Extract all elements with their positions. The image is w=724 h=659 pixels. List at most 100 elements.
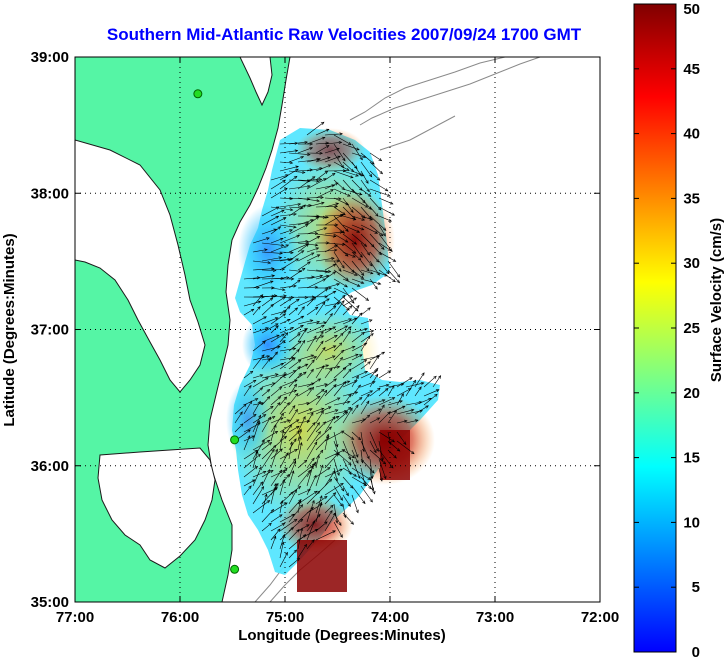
velocity-vector-head	[348, 326, 352, 330]
velocity-vector	[297, 197, 320, 202]
velocity-vector	[324, 263, 336, 271]
velocity-vector-head	[265, 377, 269, 381]
velocity-vector-head	[383, 475, 387, 480]
velocity-vector-head	[348, 305, 353, 309]
velocity-vector-head	[360, 280, 365, 284]
velocity-vector	[315, 496, 328, 505]
velocity-vector-head	[363, 243, 368, 247]
velocity-vector-head	[295, 419, 300, 423]
velocity-vector-head	[266, 500, 271, 504]
velocity-vector	[315, 406, 332, 415]
velocity-vector-head	[304, 224, 309, 228]
velocity-vector-head	[366, 268, 370, 272]
velocity-vector	[306, 422, 320, 442]
velocity-vector	[324, 283, 340, 289]
velocity-vector-head	[366, 414, 371, 418]
velocity-vector-head	[293, 225, 297, 229]
velocity-vector-head	[339, 534, 343, 538]
velocity-vector-head	[370, 333, 374, 337]
velocity-vector-head	[354, 380, 358, 384]
velocity-vector-head	[313, 356, 318, 360]
velocity-vector	[306, 179, 322, 181]
colorbar-scale	[633, 3, 677, 653]
velocity-vector	[369, 179, 389, 192]
chart-title: Southern Mid-Atlantic Raw Velocities 200…	[107, 25, 582, 44]
velocity-vector-head	[369, 173, 373, 178]
velocity-vector	[279, 396, 287, 406]
velocity-vector	[234, 403, 247, 415]
velocity-vector-head	[257, 422, 261, 426]
velocity-vector	[351, 458, 361, 479]
velocity-vector	[315, 215, 329, 218]
velocity-vector	[279, 452, 289, 469]
velocity-vector	[351, 485, 366, 504]
velocity-vector	[279, 357, 296, 370]
velocity-vector-head	[248, 384, 252, 389]
velocity-vector-head	[357, 436, 362, 441]
velocity-vector-head	[310, 219, 314, 223]
velocity-vector	[297, 524, 310, 532]
velocity-vector	[306, 465, 314, 487]
velocity-vector	[333, 269, 349, 281]
velocity-vector-head	[375, 367, 379, 372]
velocity-vector	[315, 164, 331, 172]
velocity-vector-head	[306, 419, 311, 423]
velocity-vector-head	[379, 232, 384, 237]
velocity-vector-head	[355, 509, 359, 514]
velocity-vector	[333, 342, 343, 352]
velocity-vector	[351, 305, 360, 316]
velocity-vector-head	[317, 395, 321, 400]
velocity-vector	[369, 197, 382, 211]
velocity-vector	[261, 228, 277, 235]
velocity-vector	[315, 233, 336, 237]
velocity-vector-head	[320, 195, 324, 200]
velocity-vector	[279, 527, 294, 541]
velocity-vector-head	[296, 298, 300, 302]
velocity-vector-head	[320, 449, 324, 454]
velocity-vector	[261, 442, 272, 451]
velocity-vector-head	[352, 254, 356, 258]
velocity-vector-head	[284, 551, 288, 556]
velocity-vector	[243, 466, 258, 478]
velocity-vector-head	[271, 286, 275, 290]
velocity-vector-head	[243, 403, 247, 408]
velocity-vector	[324, 197, 342, 200]
velocity-vector	[279, 419, 290, 424]
velocity-vector	[369, 161, 383, 175]
velocity-vector	[297, 459, 308, 469]
velocity-vector-head	[254, 398, 259, 402]
velocity-vector	[288, 470, 294, 487]
velocity-vector-head	[334, 335, 338, 338]
velocity-vector-head	[295, 392, 299, 397]
velocity-vector	[360, 319, 373, 325]
velocity-vector	[333, 411, 348, 424]
colorbar-tick-label: 15	[683, 450, 700, 467]
velocity-vector-head	[311, 457, 315, 462]
velocity-vector-head	[315, 247, 320, 251]
velocity-vector	[306, 297, 316, 307]
radar-stations	[193, 89, 240, 574]
velocity-vector	[297, 320, 313, 325]
velocity-vector-head	[327, 269, 332, 273]
velocity-vector-head	[266, 395, 271, 400]
velocity-vector	[369, 224, 384, 237]
velocity-vector-head	[258, 414, 261, 419]
velocity-vector	[297, 436, 301, 451]
velocity-vector-head	[411, 450, 415, 455]
y-tick-label: 39:00	[31, 49, 69, 66]
velocity-vector-head	[344, 239, 349, 243]
velocity-vector	[306, 227, 327, 235]
velocity-vector-head	[364, 371, 369, 374]
velocity-vector	[306, 378, 321, 388]
velocity-vector	[270, 244, 289, 253]
x-tick-label: 75:00	[266, 609, 304, 626]
velocity-vector-head	[247, 435, 251, 439]
velocity-vector-head	[380, 457, 384, 462]
velocity-vector	[315, 129, 330, 136]
velocity-vector	[351, 312, 363, 325]
velocity-vector	[342, 233, 357, 245]
velocity-vector-head	[282, 217, 287, 221]
velocity-vector	[306, 202, 325, 208]
velocity-vector-head	[332, 234, 337, 238]
velocity-vector-head	[300, 315, 305, 319]
